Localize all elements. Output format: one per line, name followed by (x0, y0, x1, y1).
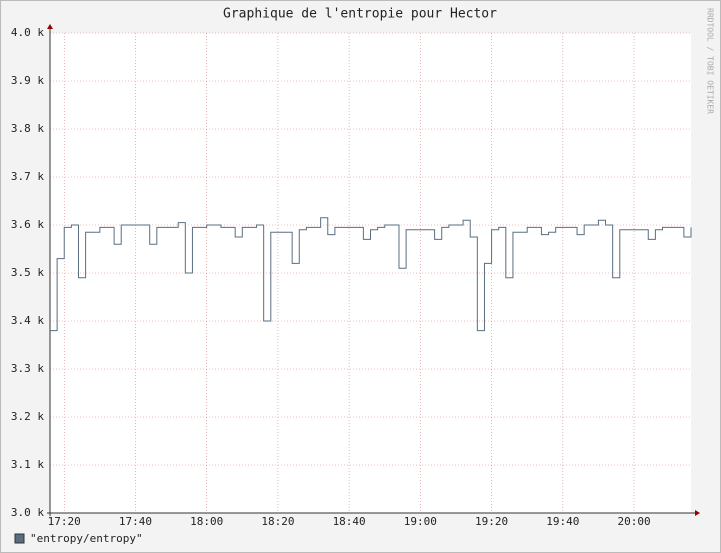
chart-title: Graphique de l'entropie pour Hector (223, 7, 497, 22)
legend-swatch (14, 533, 25, 544)
y-tick-label: 3.6 k (11, 218, 44, 231)
legend-label: "entropy/entropy" (30, 532, 143, 545)
y-tick-label: 4.0 k (11, 26, 44, 39)
watermark: RRDTOOL / TOBI OETIKER (706, 8, 715, 114)
x-tick-label: 18:00 (190, 515, 223, 528)
series-line (50, 217, 692, 332)
x-tick-label: 19:00 (404, 515, 437, 528)
y-tick-label: 3.9 k (11, 74, 44, 87)
y-tick-label: 3.0 k (11, 506, 44, 519)
x-tick-label: 20:00 (617, 515, 650, 528)
arrow (47, 24, 53, 29)
x-tick-label: 19:20 (475, 515, 508, 528)
y-tick-label: 3.8 k (11, 122, 44, 135)
y-tick-label: 3.1 k (11, 458, 44, 471)
y-tick-label: 3.2 k (11, 410, 44, 423)
x-tick-label: 18:40 (333, 515, 366, 528)
x-tick-label: 18:20 (261, 515, 294, 528)
x-tick-label: 19:40 (546, 515, 579, 528)
y-tick-label: 3.7 k (11, 170, 44, 183)
x-tick-label: 17:20 (48, 515, 81, 528)
y-tick-label: 3.3 k (11, 362, 44, 375)
arrow (695, 510, 700, 516)
y-tick-label: 3.5 k (11, 266, 44, 279)
y-tick-label: 3.4 k (11, 314, 44, 327)
x-tick-label: 17:40 (119, 515, 152, 528)
